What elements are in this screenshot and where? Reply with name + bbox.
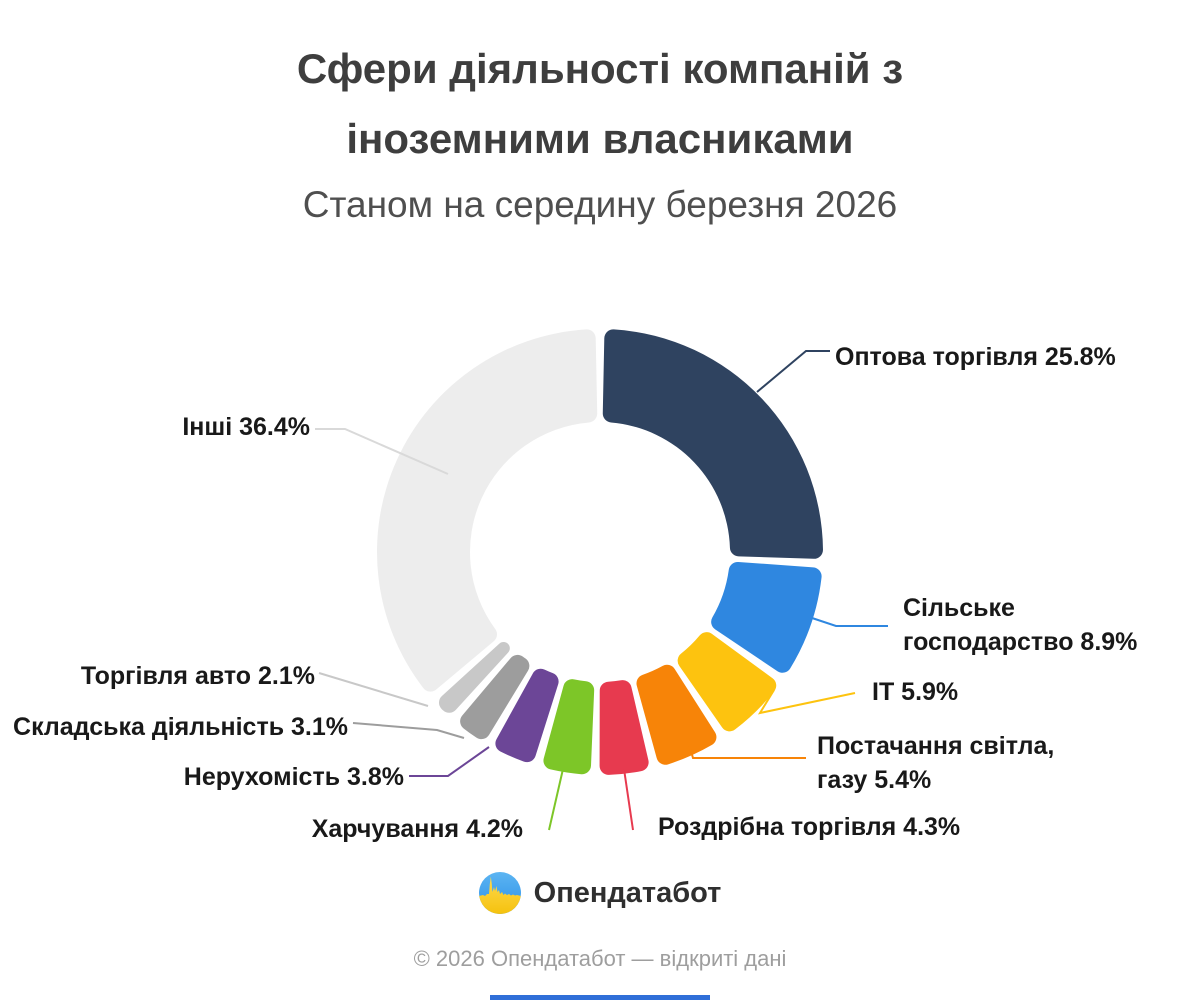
logo: Опендатабот — [0, 870, 1200, 916]
slice-label-8: Торгівля авто 2.1% — [80, 662, 315, 690]
page-title: Сфери діяльності компаній з іноземними в… — [296, 45, 904, 162]
slice-label-9: Інші 36.4% — [182, 413, 310, 441]
leader-line-5 — [548, 768, 564, 831]
slice-label-4: Роздрібна торгівля 4.3% — [658, 813, 961, 841]
slice-label-7: Складська діяльність 3.1% — [13, 713, 348, 741]
slice-label-0: Оптова торгівля 25.8% — [835, 343, 1116, 371]
bottom-accent-bar — [490, 995, 710, 1000]
slice-label-6: Нерухомість 3.8% — [183, 763, 404, 791]
leader-line-7 — [352, 722, 465, 739]
slice-label-2: ІТ 5.9% — [872, 678, 959, 706]
leader-line-2 — [757, 689, 856, 715]
pie-slice-0 — [602, 329, 823, 559]
pie-slice-3 — [636, 664, 717, 765]
slice-label-5: Харчування 4.2% — [311, 815, 523, 843]
leader-line-0 — [756, 350, 830, 393]
slice-label-3: Постачання світла, газу 5.4% — [817, 732, 1055, 794]
leader-line-6 — [409, 746, 490, 777]
leader-line-1 — [811, 617, 888, 627]
leader-line-8 — [318, 672, 429, 707]
pie-slice-6 — [495, 668, 559, 763]
pie-slice-5 — [543, 679, 595, 775]
footer-copyright: © 2026 Опендатабот — відкриті дані — [413, 946, 787, 971]
leader-line-4 — [623, 768, 634, 831]
leader-line-3 — [687, 740, 806, 759]
leader-line-9 — [315, 428, 449, 475]
pie-slice-4 — [599, 680, 649, 775]
slice-label-1: Сільське господарство 8.9% — [903, 594, 1138, 656]
pie-slice-7 — [460, 654, 530, 740]
logo-text: Опендатабот — [533, 876, 722, 909]
page-subtitle: Станом на середину березня 2026 — [302, 184, 898, 225]
pie-slice-8 — [438, 642, 510, 713]
opendatabot-logo-icon — [478, 872, 521, 914]
pie-slice-1 — [711, 561, 822, 673]
pie-slice-2 — [677, 632, 777, 732]
pie-slice-9 — [377, 329, 598, 692]
